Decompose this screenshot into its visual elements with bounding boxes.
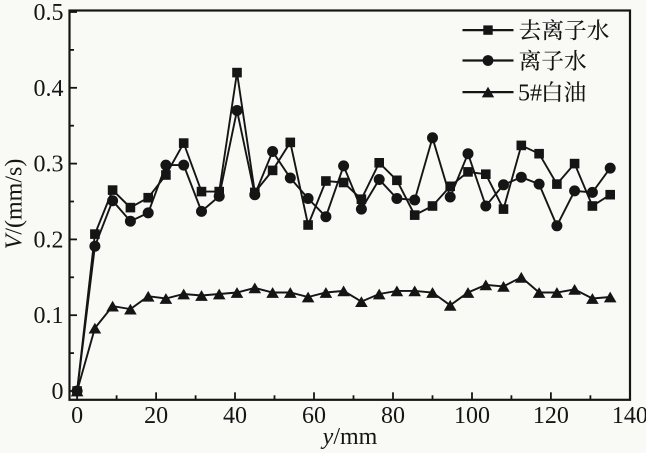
svg-text:0.4: 0.4 [34, 76, 64, 102]
svg-text:5#: 5# [518, 80, 542, 106]
svg-text:0.1: 0.1 [34, 303, 64, 329]
svg-text:20: 20 [144, 403, 168, 429]
svg-text:0: 0 [52, 379, 64, 405]
svg-text:0.3: 0.3 [34, 152, 64, 178]
svg-text:0.2: 0.2 [34, 227, 64, 253]
svg-text:0: 0 [71, 403, 83, 429]
svg-text:120: 120 [533, 403, 569, 429]
svg-text:40: 40 [223, 403, 247, 429]
svg-text:140: 140 [612, 403, 646, 429]
svg-text:100: 100 [454, 403, 490, 429]
svg-text:60: 60 [302, 403, 326, 429]
svg-text:V/(mm/s): V/(mm/s) [2, 159, 28, 250]
svg-text:80: 80 [381, 403, 405, 429]
svg-text:y/mm: y/mm [321, 424, 378, 450]
svg-text:0.5: 0.5 [34, 0, 64, 26]
